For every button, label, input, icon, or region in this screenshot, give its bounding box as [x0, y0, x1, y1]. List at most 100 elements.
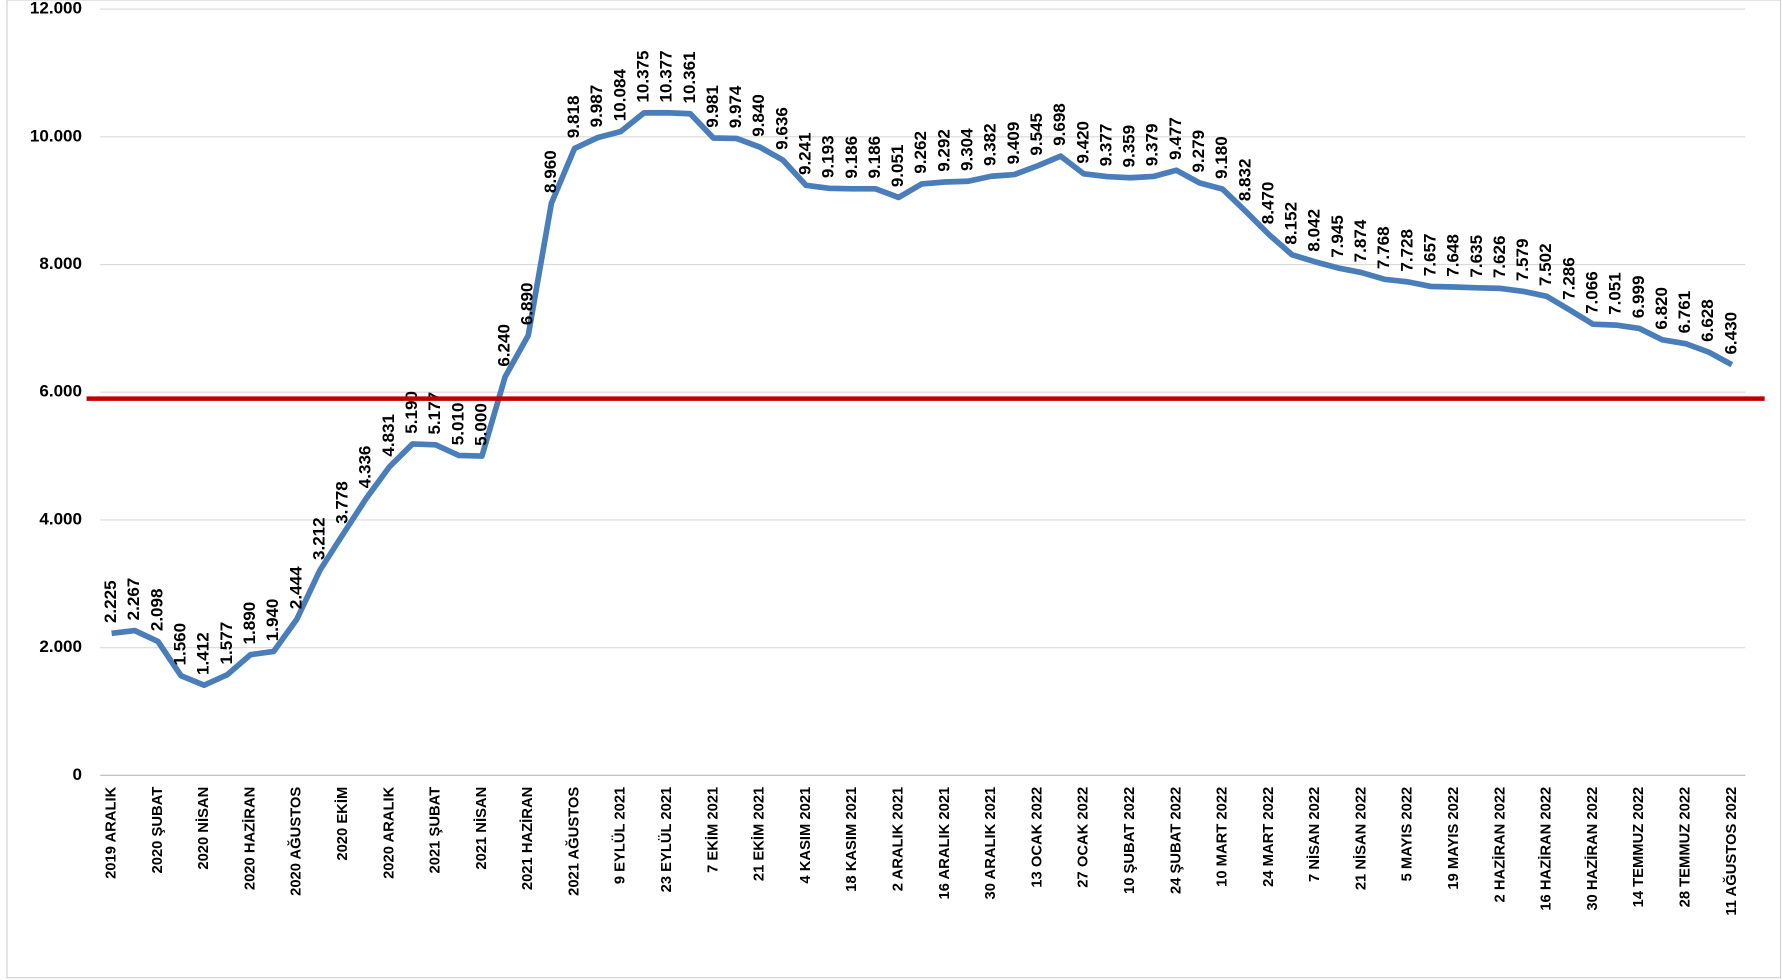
data-label: 1.577	[217, 622, 236, 665]
data-label: 1.412	[194, 632, 213, 675]
data-label: 9.262	[911, 131, 930, 174]
x-tick-label: 30 ARALIK 2021	[983, 787, 999, 900]
data-label: 5.010	[448, 403, 467, 446]
data-label: 7.635	[1467, 235, 1486, 278]
data-label: 6.761	[1675, 291, 1694, 334]
x-tick-label: 2021 HAZİRAN	[519, 787, 536, 890]
x-tick-label: 2021 AĞUSTOS	[564, 787, 582, 896]
data-label: 6.240	[495, 324, 514, 367]
x-tick-label: 27 OCAK 2022	[1076, 787, 1092, 888]
data-label: 10.375	[633, 50, 652, 102]
x-tick-label: 2020 ARALIK	[381, 786, 397, 879]
data-label: 5.190	[402, 391, 421, 434]
data-label: 9.545	[1027, 113, 1046, 156]
data-label: 7.768	[1374, 226, 1393, 269]
x-tick-label: 2019 ARALIK	[103, 786, 119, 879]
data-label: 8.960	[541, 150, 560, 193]
data-label: 1.890	[240, 602, 259, 645]
data-label: 10.084	[610, 69, 629, 122]
data-label: 9.409	[1004, 122, 1023, 165]
data-label: 8.042	[1305, 209, 1324, 252]
data-label: 6.999	[1629, 276, 1648, 319]
x-tick-label: 21 NİSAN 2022	[1352, 787, 1369, 890]
data-label: 9.382	[981, 123, 1000, 166]
x-tick-label: 30 HAZİRAN 2022	[1584, 787, 1601, 911]
data-label: 9.974	[726, 85, 745, 128]
x-tick-label: 16 HAZİRAN 2022	[1538, 787, 1555, 911]
data-label: 4.831	[379, 414, 398, 457]
x-tick-label: 2021 ŞUBAT	[428, 787, 444, 874]
data-label: 9.186	[842, 136, 861, 179]
x-tick-label: 2021 NİSAN	[473, 787, 490, 870]
data-label: 7.286	[1559, 257, 1578, 300]
data-label: 10.377	[657, 50, 676, 102]
data-label: 1.940	[263, 599, 282, 642]
data-label: 10.361	[680, 51, 699, 103]
data-label: 1.560	[171, 623, 190, 666]
data-label: 9.193	[819, 135, 838, 178]
data-label: 7.626	[1490, 235, 1509, 278]
data-label: 9.477	[1166, 117, 1185, 160]
y-tick-label: 0	[73, 765, 82, 784]
y-tick-label: 8.000	[39, 254, 82, 273]
data-label: 9.292	[934, 129, 953, 172]
data-label: 3.212	[309, 517, 328, 560]
x-tick-label: 10 MART 2022	[1215, 787, 1231, 887]
x-tick-label: 24 ŞUBAT 2022	[1168, 787, 1184, 894]
data-label: 9.241	[796, 132, 815, 175]
data-label: 6.430	[1721, 312, 1740, 355]
data-label: 9.840	[749, 94, 768, 137]
x-tick-label: 2 ARALIK 2021	[891, 787, 907, 892]
x-tick-label: 2020 NİSAN	[195, 787, 212, 870]
x-tick-label: 2020 ŞUBAT	[150, 787, 166, 874]
data-label: 7.648	[1444, 234, 1463, 277]
x-tick-label: 11 AĞUSTOS 2022	[1722, 787, 1740, 916]
data-label: 9.377	[1096, 124, 1115, 167]
x-tick-label: 23 EYLÜL 2021	[658, 787, 675, 893]
data-label: 9.818	[564, 96, 583, 139]
line-series	[111, 109, 1734, 689]
data-label: 9.981	[703, 85, 722, 128]
data-label: 8.832	[1235, 158, 1254, 201]
data-label: 6.820	[1652, 287, 1671, 330]
data-label: 9.636	[772, 107, 791, 150]
data-label: 6.890	[518, 282, 537, 325]
x-tick-label: 19 MAYIS 2022	[1446, 787, 1462, 890]
data-label: 9.420	[1073, 121, 1092, 164]
data-label: 3.778	[333, 481, 352, 524]
data-label: 9.180	[1212, 136, 1231, 179]
data-label: 7.945	[1328, 215, 1347, 258]
data-label: 6.628	[1698, 299, 1717, 342]
data-label: 9.304	[958, 128, 977, 171]
x-tick-label: 16 ARALIK 2021	[937, 787, 953, 900]
data-label: 9.186	[865, 136, 884, 179]
data-label: 2.225	[101, 580, 120, 623]
x-tick-label: 2020 AĞUSTOS	[287, 787, 305, 896]
x-tick-label: 2020 HAZİRAN	[241, 787, 258, 890]
data-label: 9.279	[1189, 130, 1208, 173]
x-tick-label: 2 HAZİRAN 2022	[1491, 787, 1508, 903]
data-label: 8.152	[1282, 202, 1301, 245]
data-label: 2.098	[147, 588, 166, 631]
data-label: 5.000	[471, 403, 490, 446]
data-label: 8.470	[1258, 182, 1277, 225]
data-label: 9.987	[587, 85, 606, 128]
data-label: 4.336	[356, 446, 375, 489]
data-label: 7.502	[1536, 243, 1555, 286]
data-label: 7.874	[1351, 219, 1370, 262]
y-tick-label: 6.000	[39, 382, 82, 401]
y-tick-label: 2.000	[39, 637, 82, 656]
x-tick-label: 14 TEMMUZ 2022	[1631, 787, 1647, 908]
data-label: 7.728	[1397, 229, 1416, 272]
x-tick-label: 10 ŞUBAT 2022	[1122, 787, 1138, 894]
data-label: 7.579	[1513, 238, 1532, 281]
chart-border	[6, 0, 1782, 979]
x-tick-label: 5 MAYIS 2022	[1400, 787, 1416, 882]
data-label: 2.444	[286, 566, 305, 609]
data-label: 7.051	[1606, 272, 1625, 315]
data-label: 9.359	[1120, 125, 1139, 168]
x-tick-label: 2020 EKİM	[334, 787, 351, 861]
x-tick-label: 9 EYLÜL 2021	[612, 787, 629, 884]
data-label: 7.066	[1583, 271, 1602, 314]
